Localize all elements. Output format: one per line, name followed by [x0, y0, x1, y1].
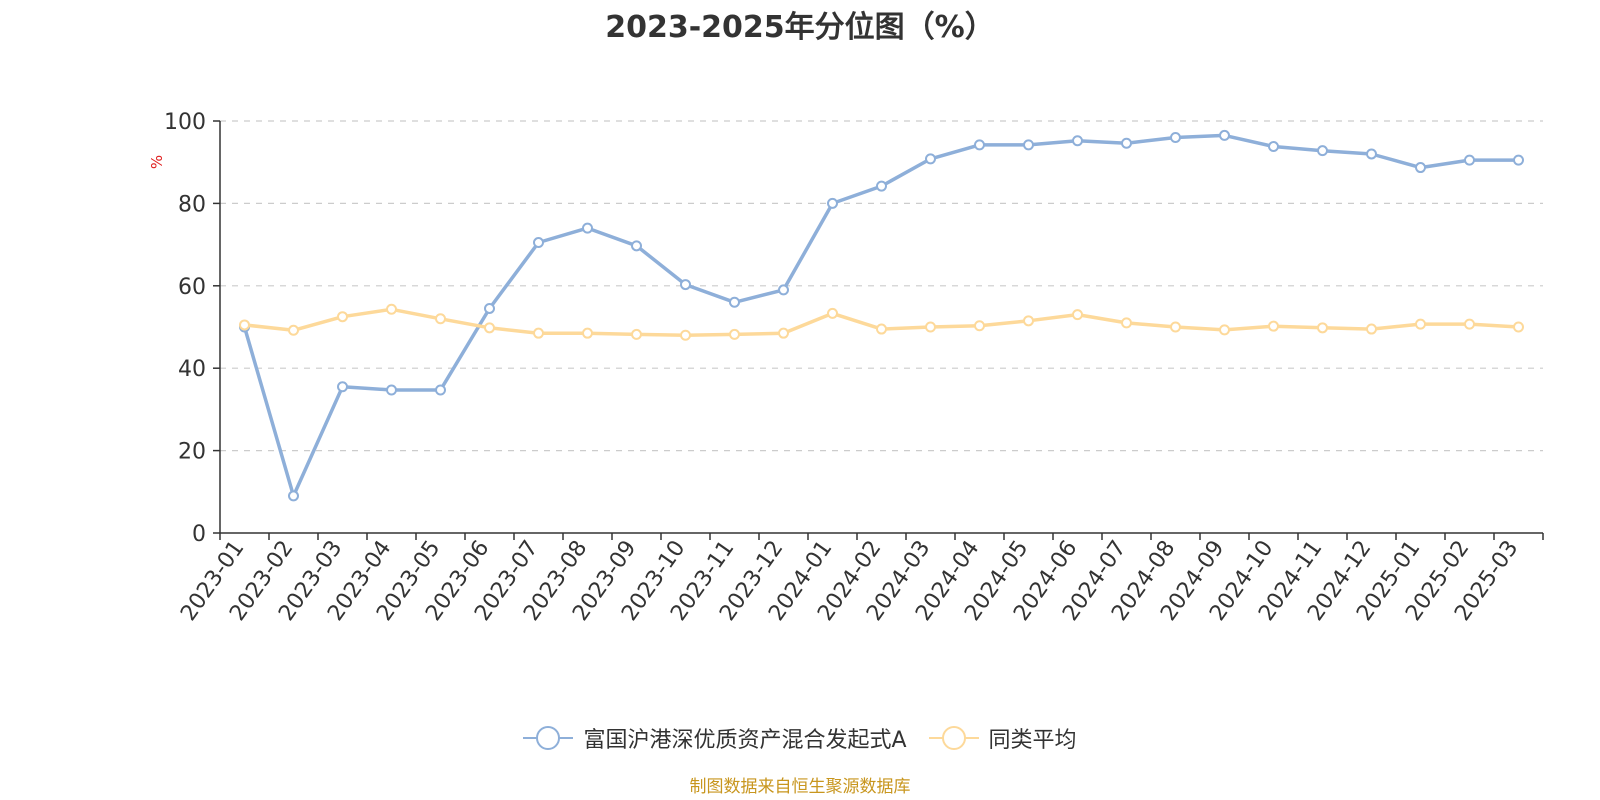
data-point-1: [1268, 320, 1279, 332]
legend-label-fund: 富国沪港深优质资产混合发起式A: [583, 728, 907, 753]
chart-title: 2023-2025年分位图（%）: [605, 10, 995, 45]
y-tick-label: 40: [178, 357, 206, 382]
y-axis-label: %: [148, 155, 166, 169]
data-point-1: [876, 323, 887, 335]
data-point-1: [435, 313, 446, 325]
data-point-0: [631, 240, 642, 252]
data-point-0: [1513, 154, 1524, 166]
data-point-1: [337, 311, 348, 323]
data-point-1: [386, 303, 397, 315]
data-point-0: [1023, 139, 1034, 151]
data-point-1: [631, 328, 642, 340]
data-point-0: [1317, 145, 1328, 157]
y-tick-label: 80: [178, 192, 206, 217]
legend-item-fund[interactable]: 富国沪港深优质资产混合发起式A: [523, 722, 907, 754]
y-tick-label: 60: [178, 275, 206, 300]
data-point-0: [827, 197, 838, 209]
data-point-1: [729, 328, 740, 340]
data-point-1: [778, 327, 789, 339]
data-point-1: [925, 321, 936, 333]
data-point-0: [925, 153, 936, 165]
data-point-0: [974, 139, 985, 151]
data-point-0: [1366, 148, 1377, 160]
data-point-0: [1219, 129, 1230, 141]
data-point-0: [1415, 162, 1426, 174]
y-tick-label: 0: [192, 522, 206, 547]
data-point-0: [876, 180, 887, 192]
data-source-note: 制图数据来自恒生聚源数据库: [689, 777, 911, 797]
data-point-1: [533, 327, 544, 339]
data-point-0: [337, 381, 348, 393]
data-point-0: [1170, 131, 1181, 143]
data-point-1: [1464, 318, 1475, 330]
legend: 富国沪港深优质资产混合发起式A 同类平均: [0, 722, 1600, 754]
data-point-1: [680, 329, 691, 341]
data-point-0: [1464, 154, 1475, 166]
data-point-1: [582, 327, 593, 339]
data-point-0: [1072, 135, 1083, 147]
data-point-1: [1513, 321, 1524, 333]
data-point-1: [1023, 315, 1034, 327]
data-point-1: [974, 320, 985, 332]
legend-marker-average: [928, 726, 979, 750]
data-point-0: [386, 384, 397, 396]
data-point-0: [1121, 137, 1132, 149]
y-tick-label: 100: [164, 110, 206, 135]
data-point-1: [1317, 322, 1328, 334]
data-point-1: [1072, 309, 1083, 321]
data-point-1: [1121, 317, 1132, 329]
data-point-0: [582, 222, 593, 234]
y-tick-label: 20: [178, 440, 206, 465]
data-point-0: [729, 296, 740, 308]
legend-marker-fund: [523, 726, 574, 750]
data-point-1: [1219, 324, 1230, 336]
data-point-1: [1366, 323, 1377, 335]
data-point-1: [827, 307, 838, 319]
legend-item-average[interactable]: 同类平均: [928, 722, 1077, 754]
data-point-1: [484, 322, 495, 334]
data-point-1: [1415, 318, 1426, 330]
data-point-1: [239, 319, 250, 331]
data-point-0: [533, 237, 544, 249]
data-point-0: [778, 284, 789, 296]
data-point-0: [1268, 141, 1279, 153]
data-point-0: [680, 279, 691, 291]
data-point-0: [484, 302, 495, 314]
line-chart: 020406080100%2023-012023-022023-032023-0…: [148, 110, 1544, 626]
legend-label-average: 同类平均: [988, 728, 1077, 753]
data-point-0: [435, 384, 446, 396]
data-point-1: [1170, 321, 1181, 333]
data-point-1: [288, 324, 299, 336]
data-point-0: [288, 490, 299, 502]
